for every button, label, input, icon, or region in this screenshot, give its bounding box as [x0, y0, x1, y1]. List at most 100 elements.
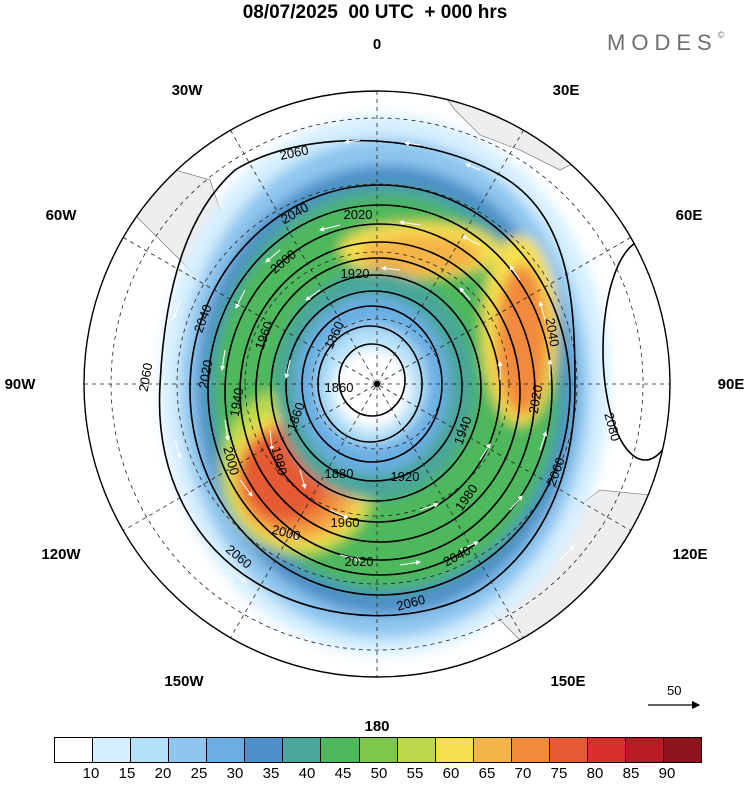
brand-name: MODES	[607, 30, 718, 55]
colorbar-tick-label: 35	[262, 765, 280, 782]
colorbar-swatch	[549, 738, 588, 762]
lon-label-150w: 150W	[164, 673, 204, 690]
wind-arrow	[539, 431, 548, 451]
colorbar-swatch	[625, 738, 664, 762]
wind-reference-vector: 50	[647, 683, 703, 713]
wind-speed-shading	[160, 115, 610, 655]
wind-arrow	[399, 220, 421, 226]
wind-reference-arrow	[648, 700, 701, 710]
meridian-60w-120e	[123, 237, 631, 531]
map-title: 08/07/2025 00 UTC + 000 hrs	[242, 2, 508, 23]
wind-arrow	[229, 569, 247, 583]
contour-2040	[189, 184, 571, 596]
shade-70-north	[360, 235, 480, 275]
contour-1960	[255, 257, 501, 523]
contour-label-2060: 2060	[278, 142, 309, 163]
wind-arrow	[399, 560, 421, 566]
wind-arrow	[224, 419, 230, 441]
wind-arrow	[235, 289, 246, 309]
colorbar-tick-label: 15	[118, 765, 136, 782]
colorbar-swatch	[321, 738, 360, 762]
lon-label-90e: 90E	[718, 376, 745, 393]
lon-label-30e: 30E	[553, 82, 580, 99]
wind-arrow	[269, 429, 275, 451]
contour-label-1980: 1980	[268, 445, 290, 477]
graticule	[84, 91, 670, 677]
wind-arrow	[459, 287, 471, 301]
wind-arrow	[461, 235, 481, 246]
wind-arrow	[284, 149, 301, 157]
colorbar-labels: 10 15 20 25 30 35 40 45 50 55 60 65 70 75 80 85 90	[54, 765, 702, 782]
meridian-30e-150w	[230, 130, 524, 638]
colorbar-swatch	[587, 738, 626, 762]
contour-label-1880: 1880	[325, 466, 354, 481]
land-madagascar	[584, 147, 606, 186]
contour-label-2020: 2020	[526, 384, 546, 415]
colorbar-tick-label: 45	[334, 765, 352, 782]
wind-arrow	[329, 509, 349, 519]
contour-1940	[270, 274, 482, 502]
map-boundary	[83, 90, 671, 678]
contour-label-2080: 2080	[601, 411, 623, 443]
colorbar-swatch	[664, 738, 702, 762]
lon-label-90w: 90W	[5, 376, 37, 393]
contour-label-1860: 1860	[325, 380, 354, 395]
contour-label-2000: 2000	[220, 445, 242, 477]
wind-arrow	[239, 479, 253, 497]
colorbar-tick-label: 40	[298, 765, 316, 782]
wind-arrow	[465, 163, 481, 171]
meridian-30w-150e	[230, 130, 524, 638]
colorbar-swatch	[131, 738, 170, 762]
colorbar-swatch	[359, 738, 398, 762]
wind-arrow	[279, 529, 299, 541]
wind-arrow	[419, 502, 439, 511]
meridian-60e-120w	[123, 237, 631, 531]
lon-label-0: 0	[373, 36, 381, 53]
wind-arrow	[404, 141, 421, 147]
contour-1860	[338, 343, 406, 417]
wind-arrow	[305, 289, 321, 301]
wind-arrow	[479, 443, 491, 461]
colorbar-swatch	[511, 738, 550, 762]
colorbar-swatch	[397, 738, 436, 762]
colorbar-tick-label: 70	[514, 765, 532, 782]
brand-logo: MODES©	[607, 30, 724, 56]
colorbar-tick-label: 65	[478, 765, 496, 782]
colorbar-tick-label: 30	[226, 765, 244, 782]
lon-label-60e: 60E	[676, 207, 703, 224]
lon-label-120w: 120W	[41, 546, 81, 563]
wind-arrow	[319, 224, 341, 232]
wind-vectors	[172, 138, 591, 583]
wind-arrow	[559, 545, 575, 561]
colorbar-tick-label: 10	[82, 765, 100, 782]
wind-arrow	[299, 469, 307, 489]
lon-label-180: 180	[364, 718, 389, 735]
wind-reference-label: 50	[667, 683, 682, 698]
colorbar-swatch	[207, 738, 246, 762]
wind-arrow	[344, 138, 361, 144]
wind-arrow	[265, 249, 281, 263]
colorbar-tick-label: 80	[586, 765, 604, 782]
contour-1980	[239, 241, 521, 543]
lon-label-120e: 120E	[672, 546, 707, 563]
wind-arrow	[581, 233, 591, 251]
contour-2000	[224, 223, 536, 561]
contour-label-1920: 1920	[391, 469, 420, 484]
colorbar-swatch	[283, 738, 322, 762]
colorbar	[54, 737, 702, 763]
contour-label-1960: 1960	[331, 515, 360, 530]
lon-label-30w: 30W	[172, 82, 204, 99]
latitude-circle	[176, 183, 578, 585]
wind-arrow	[381, 265, 401, 271]
contour-label-2020: 2020	[345, 554, 374, 569]
colorbar-tick-label: 60	[442, 765, 460, 782]
wind-arrow	[284, 359, 291, 379]
colorbar-swatch	[473, 738, 512, 762]
colorbar-swatch	[93, 738, 132, 762]
colorbar-tick-label: 90	[658, 765, 676, 782]
brand-copyright-mark: ©	[717, 30, 725, 40]
contour-label-2020: 2020	[344, 207, 373, 222]
contour-label-1920: 1920	[341, 266, 370, 281]
